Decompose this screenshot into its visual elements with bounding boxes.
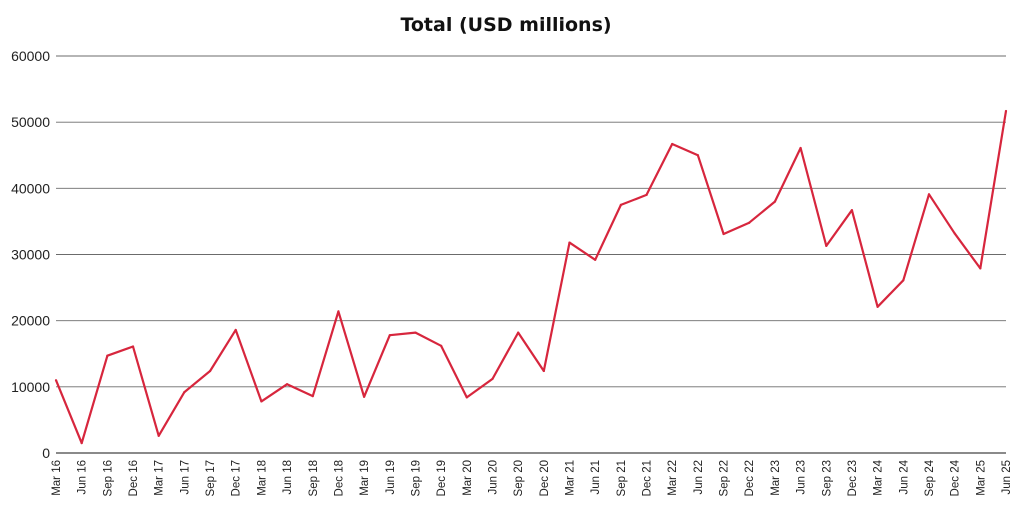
x-tick-label: Jun 21 [590,460,602,495]
x-tick-label: Mar 16 [51,460,63,496]
x-tick-label: Dec 20 [539,460,551,496]
data-point [465,396,468,399]
data-point [285,383,289,386]
data-point [902,279,905,282]
data-point [440,344,443,347]
data-point [1004,109,1008,113]
x-tick-label: Mar 20 [462,460,474,496]
data-point [748,221,751,224]
x-tick-label: Jun 20 [487,460,499,495]
data-point [106,354,109,357]
data-point [696,154,699,157]
data-point [568,241,571,244]
data-point [311,394,314,398]
data-point [542,369,545,373]
x-tick-label: Jun 17 [179,460,191,495]
chart-title: Total (USD millions) [400,14,612,36]
x-tick-label: Mar 25 [975,460,987,496]
data-point [388,334,391,337]
y-tick-label: 0 [42,445,50,461]
x-tick-label: Mar 21 [565,460,577,496]
x-tick-label: Dec 17 [231,460,243,496]
data-point [363,395,366,398]
data-point [80,441,83,445]
x-tick-label: Jun 23 [796,460,808,495]
x-tick-label: Mar 18 [256,460,268,496]
data-point [953,232,956,235]
data-point [183,391,186,394]
x-tick-label: Jun 24 [898,459,910,494]
data-point [645,193,648,197]
x-axis-tick-labels: Mar 16 Jun 16 Sep 16 Dec 16 Mar 17 Jun 17 Sep … [51,459,1013,496]
data-point [722,232,725,236]
x-tick-label: Dec 19 [436,460,448,496]
gridlines [56,55,1006,454]
data-point [517,331,520,334]
data-point [773,200,777,203]
x-tick-label: Jun 16 [77,460,89,495]
data-point [131,345,135,348]
y-axis-tick-labels: 0 10000 20000 30000 40000 50000 60000 [11,48,50,461]
x-tick-label: Mar 19 [359,460,371,496]
data-point [157,434,160,437]
x-tick-label: Jun 19 [385,460,397,495]
data-point [54,379,58,382]
x-tick-label: Mar 22 [667,460,679,496]
data-point [979,267,982,270]
x-tick-label: Sep 22 [719,460,731,496]
data-point [594,258,597,261]
data-point [850,209,854,212]
x-tick-label: Jun 22 [693,460,705,495]
data-point [491,377,494,380]
x-tick-label: Sep 17 [205,460,217,496]
x-tick-label: Sep 19 [410,460,422,496]
data-point [876,305,879,308]
data-point [414,331,417,334]
x-tick-label: Sep 18 [308,460,320,496]
x-tick-label: Mar 24 [873,459,885,495]
x-tick-label: Dec 18 [333,460,345,496]
x-tick-label: Dec 16 [128,460,140,496]
x-tick-label: Mar 23 [770,460,782,496]
series-line-0 [54,110,1008,445]
y-tick-label: 60000 [11,48,50,64]
y-tick-label: 40000 [11,180,50,196]
data-point [927,193,931,196]
data-point [260,400,263,403]
x-tick-label: Dec 24 [950,459,962,496]
y-tick-label: 30000 [11,247,50,263]
data-point [671,142,674,146]
x-tick-label: Jun 18 [282,460,294,495]
data-point [825,244,828,247]
x-tick-label: Jun 25 [1001,460,1013,495]
data-point [619,203,622,206]
x-tick-label: Sep 21 [616,460,628,496]
x-tick-label: Sep 24 [924,459,936,496]
y-tick-label: 10000 [11,379,50,395]
x-tick-label: Mar 17 [154,460,166,496]
data-point [799,146,802,150]
x-tick-label: Dec 22 [744,460,756,496]
y-tick-label: 20000 [11,313,50,329]
x-tick-label: Sep 16 [102,460,114,496]
data-point [208,369,212,373]
x-tick-label: Sep 20 [513,460,525,496]
series-lines [54,109,1008,445]
x-tick-label: Sep 23 [821,460,833,496]
data-point [337,310,340,313]
x-tick-label: Dec 23 [847,460,859,496]
y-tick-label: 50000 [11,114,50,130]
data-point [234,328,237,332]
x-tick-label: Dec 21 [642,460,654,496]
